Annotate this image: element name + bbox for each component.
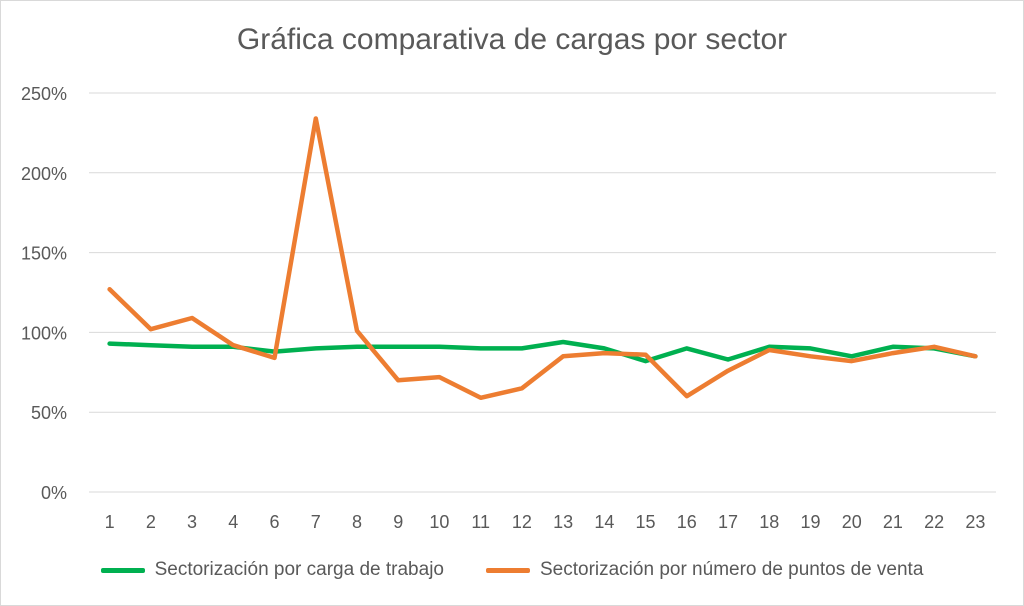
y-tick-label: 0% (41, 483, 67, 503)
y-tick-label: 50% (31, 403, 67, 423)
x-tick-label: 21 (883, 512, 903, 532)
y-tick-label: 150% (21, 244, 67, 264)
y-tick-label: 250% (21, 84, 67, 104)
x-tick-label: 17 (718, 512, 738, 532)
x-tick-label: 11 (471, 512, 490, 532)
chart-title: Gráfica comparativa de cargas por sector (236, 23, 788, 56)
x-tick-label: 23 (965, 512, 985, 532)
chart-legend: Sectorización por carga de trabajo Sector… (1, 559, 1023, 581)
y-tick-label: 200% (21, 164, 67, 184)
y-tick-label: 100% (21, 323, 67, 343)
legend-entry-1: Sectorización por carga de trabajo (100, 559, 444, 581)
x-tick-label: 19 (800, 512, 820, 532)
x-tick-label: 20 (842, 512, 862, 532)
x-tick-label: 9 (393, 512, 403, 532)
x-tick-label: 12 (512, 512, 532, 532)
x-tick-label: 6 (270, 512, 280, 532)
legend-swatch (100, 567, 145, 573)
x-tick-label: 22 (924, 512, 944, 532)
x-tick-label: 2 (146, 512, 156, 532)
x-tick-label: 13 (553, 512, 573, 532)
x-tick-label: 1 (105, 512, 115, 532)
x-tick-label: 14 (594, 512, 614, 532)
legend-entry-2: Sectorización por número de puntos de ve… (485, 559, 924, 581)
x-tick-label: 8 (352, 512, 362, 532)
legend-label: Sectorización por carga de trabajo (154, 559, 444, 580)
x-tick-label: 7 (311, 512, 321, 532)
x-tick-label: 16 (677, 512, 697, 532)
x-tick-label: 15 (636, 512, 656, 532)
x-tick-label: 4 (228, 512, 238, 532)
legend-label: Sectorización por número de puntos de ve… (539, 559, 924, 580)
x-tick-label: 3 (187, 512, 197, 532)
x-tick-label: 18 (759, 512, 779, 532)
legend-swatch (485, 567, 530, 573)
x-tick-label: 10 (429, 512, 449, 532)
series-line-2 (107, 116, 978, 401)
